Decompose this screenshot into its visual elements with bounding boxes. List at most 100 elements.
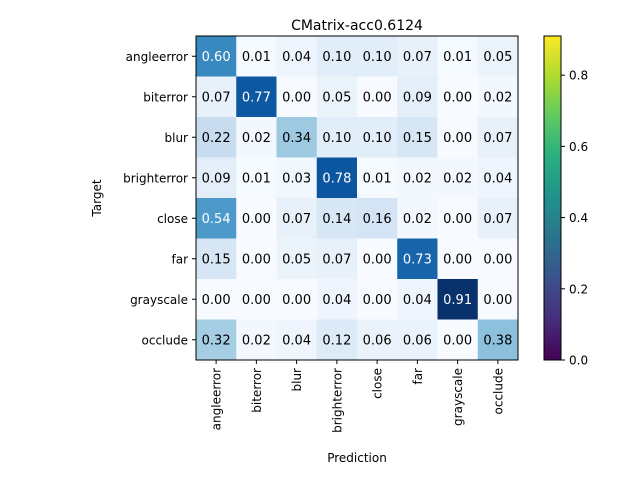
heatmap-cell [276, 279, 318, 320]
x-tick-label: blur [290, 368, 304, 392]
heatmap-cell [196, 117, 237, 158]
heatmap-cell [276, 319, 318, 361]
heatmap-cell [437, 36, 479, 77]
cell-value-label: 0.00 [202, 293, 231, 308]
colorbar-tick-label: 0.2 [569, 282, 588, 296]
x-tick-label: close [371, 368, 385, 399]
cell-value-label: 0.10 [322, 50, 351, 65]
heatmap-cell [236, 36, 277, 77]
cell-value-label: 0.00 [363, 252, 392, 267]
heatmap-cell [437, 238, 479, 280]
cell-value-label: 0.10 [322, 131, 351, 146]
cell-value-label: 0.02 [242, 131, 271, 146]
heatmap-cell [477, 157, 519, 199]
cell-value-label: 0.73 [403, 252, 432, 267]
heatmap-cell [477, 36, 519, 77]
cell-value-label: 0.00 [443, 212, 472, 227]
cell-value-label: 0.00 [282, 293, 311, 308]
x-axis-label: Prediction [327, 451, 387, 465]
x-tick-label: occlude [491, 368, 505, 414]
y-tick-label: blur [165, 131, 189, 145]
colorbar-tick-label: 0.8 [569, 69, 588, 83]
heatmap-cell [316, 157, 358, 199]
heatmap-cell [316, 198, 358, 239]
cell-value-label: 0.02 [403, 171, 432, 186]
cell-value-label: 0.07 [483, 131, 512, 146]
cell-value-label: 0.07 [403, 50, 432, 65]
cell-value-label: 0.00 [443, 333, 472, 348]
heatmap-cell [276, 117, 318, 158]
cell-value-label: 0.09 [202, 171, 231, 186]
y-axis-label: Target [90, 179, 104, 217]
heatmap-cell [316, 36, 358, 77]
heatmap-cell [357, 238, 398, 280]
cell-value-label: 0.60 [202, 50, 231, 65]
x-tick-label: grayscale [451, 368, 465, 426]
x-tick-label: brighterror [330, 368, 344, 433]
heatmap-cell [397, 238, 438, 280]
cell-value-label: 0.01 [363, 171, 392, 186]
colorbar: 0.0 0.2 0.4 0.6 0.8 [543, 35, 588, 368]
heatmap-cell [357, 279, 398, 320]
cell-value-label: 0.00 [363, 293, 392, 308]
cell-value-label: 0.38 [483, 333, 512, 348]
cell-value-label: 0.00 [443, 131, 472, 146]
heatmap-value-labels: 0.60 0.01 0.04 0.10 0.10 0.07 0.01 0.05 0.07 0.77… [202, 50, 513, 349]
x-axis-ticks: angleerror biterror blur brighterror close fa… [210, 360, 505, 433]
cell-value-label: 0.32 [202, 333, 231, 348]
cell-value-label: 0.07 [322, 252, 351, 267]
heatmap-cell [276, 76, 318, 118]
heatmap-cell [397, 36, 438, 77]
colorbar-ticks: 0.0 0.2 0.4 0.6 0.8 [561, 69, 588, 368]
cell-value-label: 0.78 [322, 171, 351, 186]
heatmap-cell [316, 238, 358, 280]
heatmap-cell [316, 279, 358, 320]
cell-value-label: 0.07 [282, 212, 311, 227]
heatmap-cell [357, 76, 398, 118]
heatmap-cell [477, 238, 519, 280]
heatmap-cell [196, 279, 237, 320]
cell-value-label: 0.05 [322, 90, 351, 105]
heatmap-cell [236, 238, 277, 280]
cell-value-label: 0.00 [483, 252, 512, 267]
heatmap-cell [477, 319, 519, 361]
colorbar-tick-label: 0.0 [569, 354, 588, 368]
cell-value-label: 0.07 [202, 90, 231, 105]
cell-value-label: 0.06 [403, 333, 432, 348]
y-tick-label: brighterror [123, 171, 188, 185]
heatmap-cell [437, 319, 479, 361]
heatmap-cell [477, 76, 519, 118]
heatmap-cell [276, 157, 318, 199]
cell-value-label: 0.16 [363, 212, 392, 227]
cell-value-label: 0.00 [242, 252, 271, 267]
heatmap-cell [236, 117, 277, 158]
y-tick-label: grayscale [130, 293, 188, 307]
heatmap-cell [477, 279, 519, 320]
heatmap-cell [397, 319, 438, 361]
heatmap-cell [397, 117, 438, 158]
cell-value-label: 0.00 [443, 252, 472, 267]
cell-value-label: 0.06 [363, 333, 392, 348]
y-tick-label: far [171, 252, 188, 266]
cell-value-label: 0.77 [242, 90, 271, 105]
cell-value-label: 0.04 [282, 333, 311, 348]
colorbar-tick-label: 0.6 [569, 140, 588, 154]
cell-value-label: 0.15 [202, 252, 231, 267]
cell-value-label: 0.22 [202, 131, 231, 146]
cell-value-label: 0.04 [403, 293, 432, 308]
heatmap-cell [196, 238, 237, 280]
heatmap-cell [397, 198, 438, 239]
cell-value-label: 0.00 [443, 90, 472, 105]
cell-value-label: 0.00 [282, 90, 311, 105]
heatmap-cell [437, 157, 479, 199]
heatmap-cell [236, 198, 277, 239]
cell-value-label: 0.04 [322, 293, 351, 308]
heatmap-cell [196, 319, 237, 361]
heatmap-cell [276, 198, 318, 239]
cell-value-label: 0.54 [202, 212, 231, 227]
heatmap-cell [316, 76, 358, 118]
heatmap-cell [437, 76, 479, 118]
heatmap-cell [437, 117, 479, 158]
heatmap-cell [196, 157, 237, 199]
